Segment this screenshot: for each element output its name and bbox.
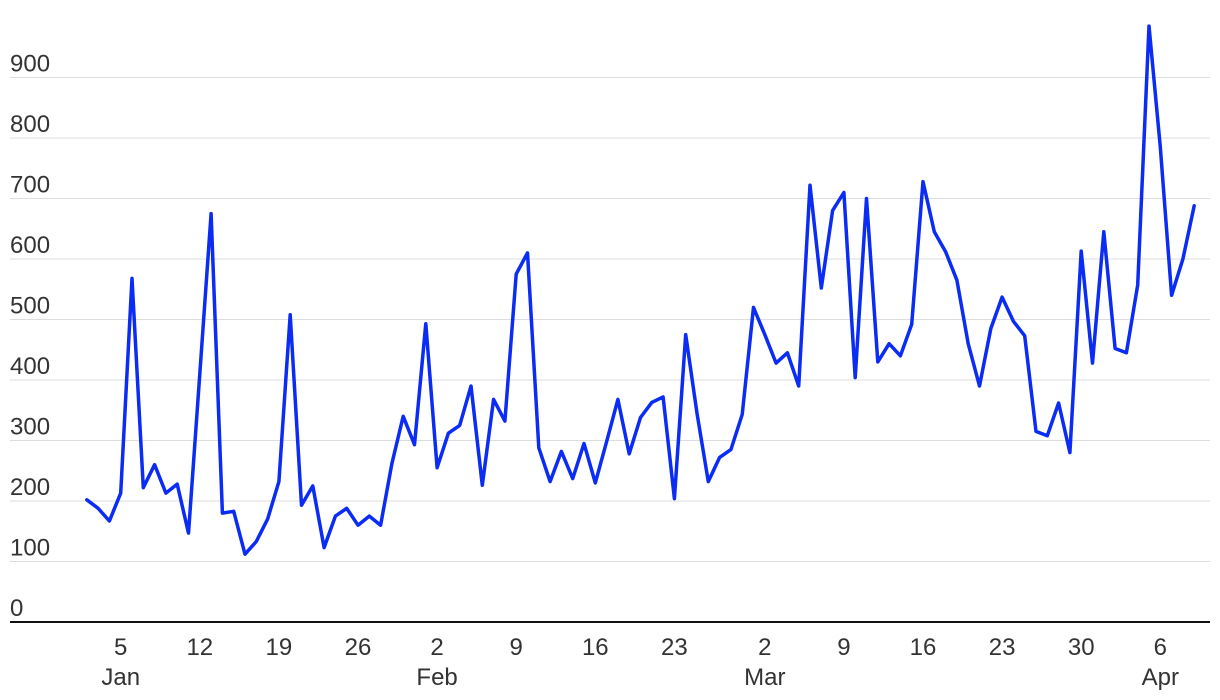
y-tick-label: 300	[10, 414, 50, 441]
x-tick-label: 16	[910, 634, 937, 661]
x-tick-label: 23	[989, 634, 1016, 661]
x-tick-label: 9	[510, 634, 523, 661]
x-tick-label: 2	[430, 634, 443, 661]
x-month-label: Apr	[1142, 664, 1179, 691]
y-tick-label: 800	[10, 111, 50, 138]
y-tick-label: 200	[10, 474, 50, 501]
series-layer	[85, 24, 1196, 556]
y-tick-label: 0	[10, 595, 23, 622]
x-tick-label: 9	[837, 634, 850, 661]
y-tick-label: 100	[10, 535, 50, 562]
x-month-label: Feb	[416, 664, 457, 691]
x-month-label: Jan	[101, 664, 140, 691]
y-tick-label: 700	[10, 172, 50, 199]
gridlines	[10, 77, 1210, 562]
x-tick-label: 23	[661, 634, 688, 661]
x-tick-label: 5	[114, 634, 127, 661]
x-tick-label: 26	[345, 634, 372, 661]
x-month-label: Mar	[744, 664, 785, 691]
y-tick-label: 600	[10, 232, 50, 259]
x-tick-label: 30	[1068, 634, 1095, 661]
x-tick-label: 12	[186, 634, 213, 661]
y-tick-label: 400	[10, 353, 50, 380]
x-tick-label: 16	[582, 634, 609, 661]
y-tick-label: 900	[10, 51, 50, 78]
y-axis-tick-labels: 0 100 200 300 400 500 600 700 800 900	[10, 51, 50, 623]
x-tick-label: 2	[758, 634, 771, 661]
series-line	[85, 24, 1196, 556]
x-tick-label: 6	[1154, 634, 1167, 661]
x-tick-label: 19	[266, 634, 293, 661]
x-axis-tick-labels: 5 Jan 12 19 26 2 Feb 9 16 23 2 Mar 9 16 23 30 6 Apr	[101, 634, 1179, 691]
y-tick-label: 500	[10, 293, 50, 320]
